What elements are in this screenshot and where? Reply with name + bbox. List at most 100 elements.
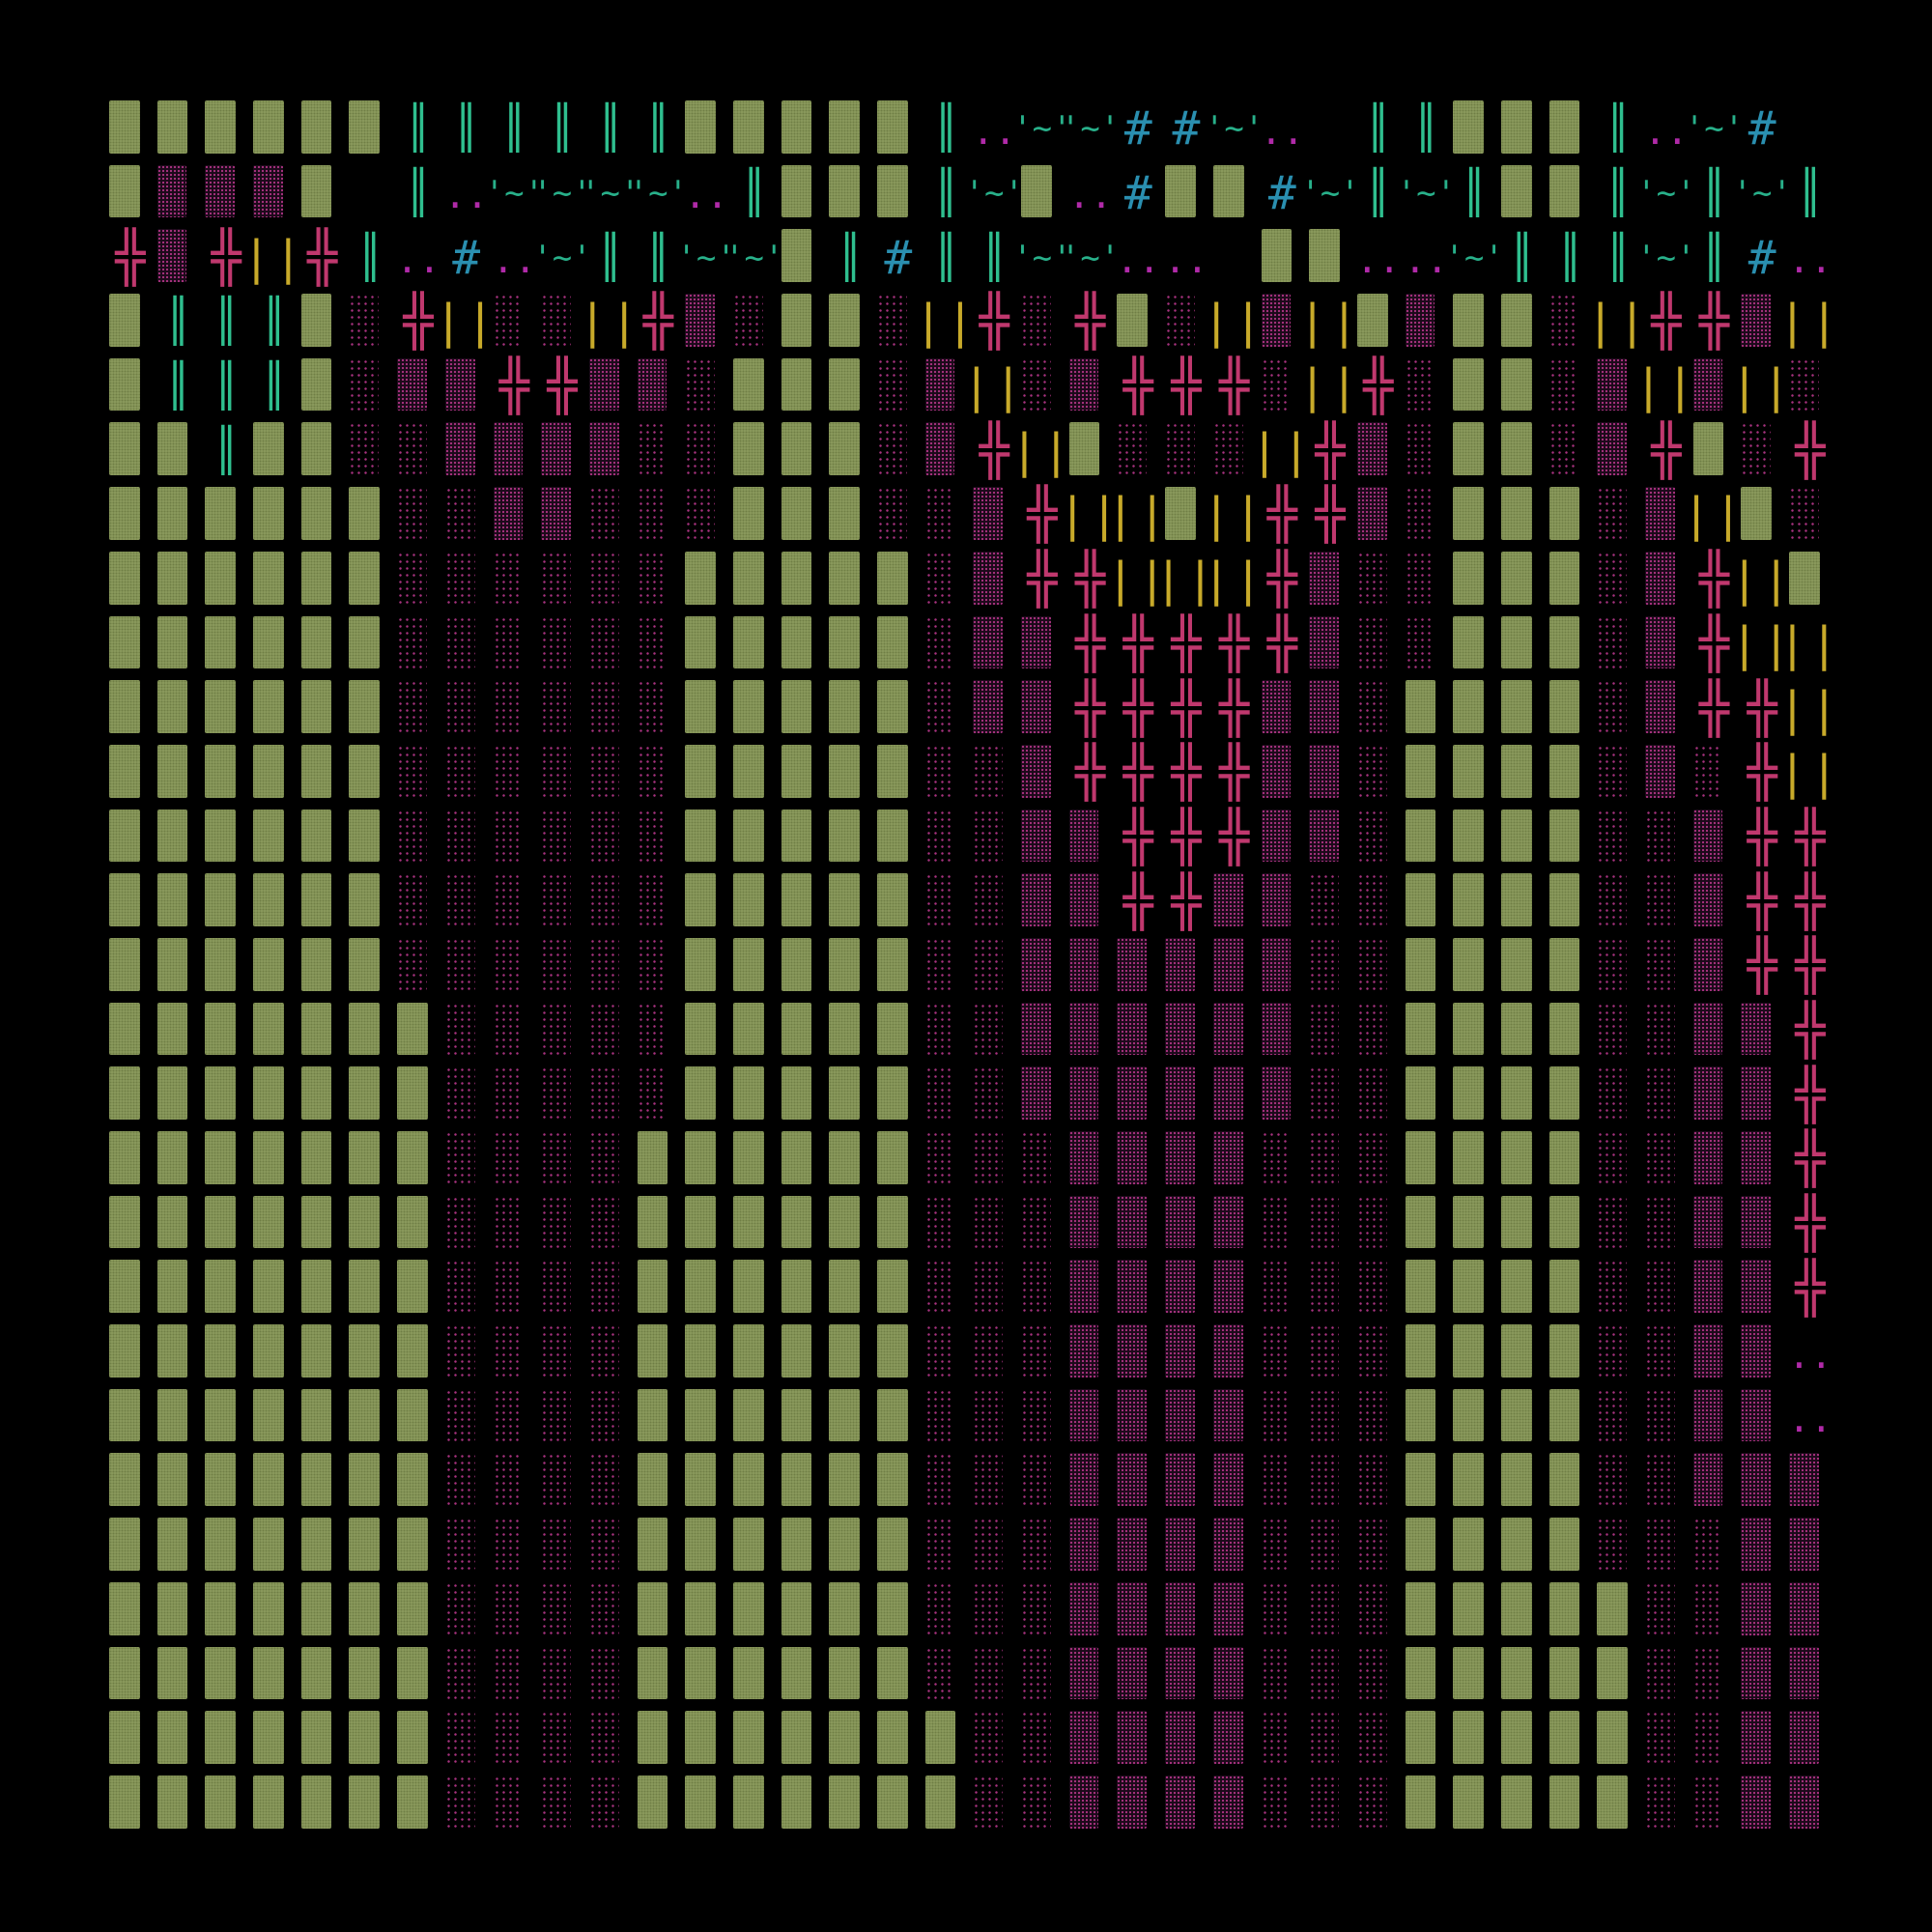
fence-icon: || [1114,488,1163,543]
stone-tile [1306,741,1354,806]
grass-tile [1547,161,1595,226]
grass-tile [779,1256,827,1321]
door-icon: ╬ [106,225,155,290]
rubble-tile [1354,741,1403,806]
grass-tile [106,1256,155,1321]
game-viewport[interactable]: ║║║║║║║..'~''~'##'~'..║║║..'~'#║..'~''~'… [106,97,1835,1835]
rubble-tile [923,548,971,612]
stone-tile [1690,1127,1739,1192]
stone-tile [1066,869,1115,934]
grass-tile [155,676,203,741]
door-icon: ╬ [1219,357,1250,416]
rubble-tile [1642,806,1690,870]
water-icon: '~' [970,161,1018,226]
stone-tile [1162,999,1210,1064]
dots-icon: .. [970,97,1018,161]
grass-tile [682,1514,730,1578]
grass-tile [1403,1643,1451,1708]
stone-tile [1162,1449,1210,1514]
grass-tile [202,1707,250,1772]
rubble-tile [491,548,539,612]
rubble-tile [491,1385,539,1450]
fence-icon: || [1306,295,1354,350]
grass-tile [202,1385,250,1450]
grass-tile [730,1643,779,1708]
grass-tile [106,1385,155,1450]
door-icon: ╬ [1786,1256,1834,1321]
stone-tile [1066,1127,1115,1192]
grass-tile [250,1514,298,1578]
rubble-tile [586,869,635,934]
fence-icon: || [441,295,491,350]
rubble-tile [1354,934,1403,999]
fence-icon: || [1209,488,1259,543]
rubble-tile [1642,1256,1690,1321]
door-icon: ╬ [1171,744,1202,803]
fence-icon: || [250,230,298,285]
rubble-tile [923,934,971,999]
grass-tile [1498,483,1547,548]
grass-tile [250,97,298,161]
grass-tile [1450,1643,1498,1708]
grass-tile [202,869,250,934]
rubble-tile [1354,1385,1403,1450]
grass-tile [298,483,347,548]
grass-tile [730,1578,779,1643]
water-icon: '~' [1066,225,1115,290]
rubble-tile [586,934,635,999]
grass-tile [1066,418,1115,483]
grass-tile [874,612,923,677]
door-icon: ╬ [1114,676,1162,741]
grass-tile [298,1385,347,1450]
grass-tile [826,612,874,677]
fence-icon: || [1114,548,1162,612]
rubble-tile [491,1127,539,1192]
stone-tile [1114,1514,1162,1578]
grass-tile [730,999,779,1064]
dots-icon: .. [1788,1333,1833,1377]
grass-tile [1547,1192,1595,1257]
tile-map[interactable]: ║║║║║║║..'~''~'##'~'..║║║..'~'#║..'~''~'… [106,97,1835,1835]
rubble-tile [1594,741,1642,806]
rubble-tile [923,1449,971,1514]
rubble-tile [1306,1772,1354,1835]
stone-tile [1066,1449,1115,1514]
rubble-tile [1306,1449,1354,1514]
stone-tile [1690,1192,1739,1257]
door-icon: ╬ [202,225,250,290]
door-icon: ╬ [1690,676,1739,741]
stone-tile [1690,1385,1739,1450]
stone-tile [970,483,1018,548]
grass-tile [1403,869,1451,934]
rubble-tile [923,1063,971,1127]
grass-tile [1450,1063,1498,1127]
grass-tile [635,1385,683,1450]
door-icon: ╬ [635,290,683,355]
rubble-tile [1306,1514,1354,1578]
stone-tile [1066,1578,1115,1643]
dots-icon: .. [1643,109,1689,153]
door-icon: ╬ [1114,806,1162,870]
rubble-tile [1594,806,1642,870]
rubble-tile [1018,1449,1066,1514]
rubble-tile [1162,290,1210,355]
grass-tile [1450,418,1498,483]
rubble-tile [1306,1578,1354,1643]
rubble-tile [586,1578,635,1643]
pillar-icon: ║ [1498,225,1547,290]
grass-tile [106,290,155,355]
stone-tile [1738,999,1786,1064]
stone-tile [538,483,586,548]
rubble-tile [1738,418,1786,483]
stone-tile [1259,869,1307,934]
rubble-tile [1594,869,1642,934]
grass-tile [155,1578,203,1643]
door-icon: ╬ [306,228,338,287]
water-icon: '~' [1642,174,1690,213]
grass-tile [250,676,298,741]
grass-tile [1547,1707,1595,1772]
water-icon: '~' [1018,225,1066,290]
grass-tile [779,1321,827,1385]
grass-tile [106,1063,155,1127]
grass-tile [1547,1063,1595,1127]
